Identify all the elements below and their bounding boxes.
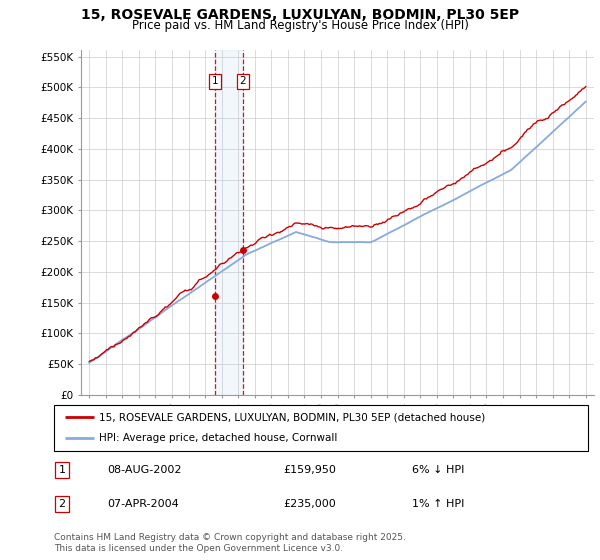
Text: 15, ROSEVALE GARDENS, LUXULYAN, BODMIN, PL30 5EP (detached house): 15, ROSEVALE GARDENS, LUXULYAN, BODMIN, … xyxy=(100,412,485,422)
Text: 15, ROSEVALE GARDENS, LUXULYAN, BODMIN, PL30 5EP: 15, ROSEVALE GARDENS, LUXULYAN, BODMIN, … xyxy=(81,8,519,22)
Text: 2: 2 xyxy=(58,499,65,509)
Text: 2: 2 xyxy=(239,76,246,86)
Text: 07-APR-2004: 07-APR-2004 xyxy=(107,499,179,509)
Text: HPI: Average price, detached house, Cornwall: HPI: Average price, detached house, Corn… xyxy=(100,433,338,444)
Text: 1: 1 xyxy=(212,76,218,86)
Text: Contains HM Land Registry data © Crown copyright and database right 2025.
This d: Contains HM Land Registry data © Crown c… xyxy=(54,533,406,553)
Bar xyxy=(215,50,242,395)
Text: 1% ↑ HPI: 1% ↑ HPI xyxy=(412,499,464,509)
Text: 6% ↓ HPI: 6% ↓ HPI xyxy=(412,465,464,475)
Text: 1: 1 xyxy=(59,465,65,475)
Text: 08-AUG-2002: 08-AUG-2002 xyxy=(107,465,182,475)
Text: £235,000: £235,000 xyxy=(284,499,337,509)
Text: Price paid vs. HM Land Registry's House Price Index (HPI): Price paid vs. HM Land Registry's House … xyxy=(131,19,469,32)
Text: £159,950: £159,950 xyxy=(284,465,337,475)
